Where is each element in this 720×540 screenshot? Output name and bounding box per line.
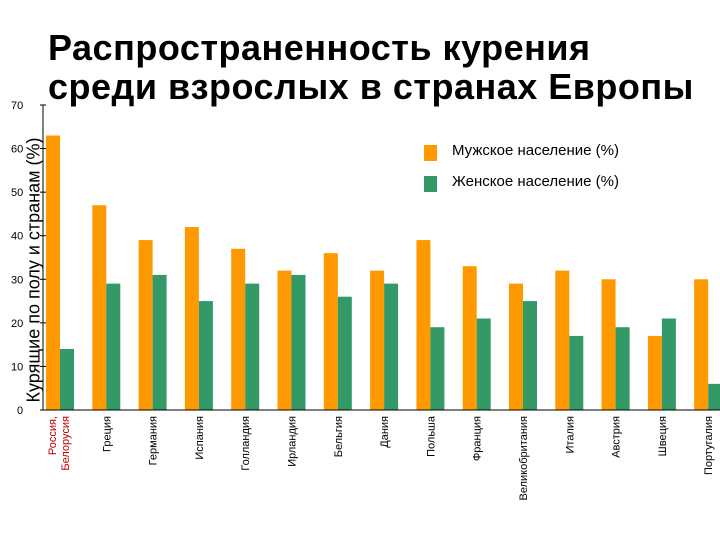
legend-swatch-male [424, 145, 437, 161]
bar-male [509, 283, 523, 410]
bar-male [231, 248, 246, 410]
bar-male [601, 279, 616, 410]
chart-title-line-1: Распространенность курения [48, 27, 591, 68]
legend-label-male: Мужское население (%) [452, 142, 620, 159]
bar-female [661, 318, 676, 410]
x-tick-label: Великобритания [518, 416, 530, 501]
y-tick-label: 70 [11, 100, 23, 112]
bar-male [323, 253, 338, 410]
x-tick-label: Дания [379, 416, 391, 448]
legend-label-female: Женское население (%) [452, 173, 619, 190]
bar-male [694, 279, 709, 410]
x-tick-label: Ирландия [287, 416, 299, 467]
x-tick-label: Португалия [703, 416, 715, 475]
bar-male [46, 135, 60, 410]
x-tick-label: Швеция [657, 416, 669, 456]
bar-female [430, 327, 445, 410]
bar-female [569, 335, 584, 410]
bar-female [615, 327, 630, 410]
bar-female [152, 274, 167, 410]
y-tick-label: 0 [17, 405, 23, 417]
x-tick-label: Бельгия [333, 416, 345, 457]
x-tick-label: Германия [148, 416, 160, 465]
bar-female [106, 283, 121, 410]
bar-female [245, 283, 260, 410]
bar-male [138, 240, 153, 410]
bar-female [291, 274, 306, 410]
bar-male [416, 240, 431, 410]
bar-female [476, 318, 491, 410]
bar-female [337, 296, 352, 410]
bar-male [277, 270, 292, 410]
chart-title: Распространенность курения среди взрослы… [48, 28, 718, 106]
bar-female [60, 349, 74, 410]
bar-male [92, 205, 107, 410]
y-tick-label: 30 [11, 274, 23, 286]
y-tick-label: 20 [11, 318, 23, 330]
bar-male [462, 266, 477, 410]
bar-male [555, 270, 570, 410]
bar-female [384, 283, 399, 410]
x-tick-label: Испания [194, 416, 206, 460]
x-tick-label: Голландия [240, 416, 252, 471]
bar-female [523, 301, 537, 410]
x-tick-label: Россия,Белорусия [47, 416, 72, 471]
bar-male [184, 227, 199, 410]
x-tick-label: Польша [425, 415, 437, 457]
bar-female [198, 301, 213, 410]
x-tick-label: Франция [472, 416, 484, 461]
chart-title-line-2: среди взрослых в странах Европы [48, 66, 694, 107]
bar-male [647, 335, 662, 410]
y-tick-label: 10 [11, 361, 23, 373]
y-tick-label: 40 [11, 231, 23, 243]
x-tick-label: Италия [564, 416, 576, 454]
bar-female [708, 383, 720, 410]
y-tick-label: 50 [11, 187, 23, 199]
x-tick-label: Греция [101, 416, 113, 452]
x-tick-label: Австрия [611, 416, 623, 458]
legend-swatch-female [424, 176, 437, 192]
y-tick-label: 60 [11, 144, 23, 156]
bar-male [370, 270, 385, 410]
